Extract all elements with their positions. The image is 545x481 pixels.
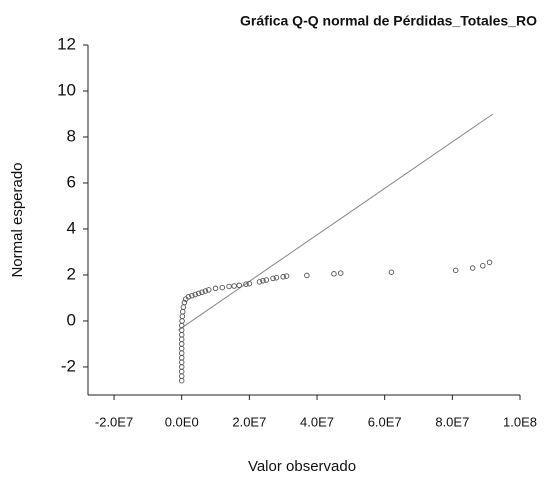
point [178,359,185,366]
point [256,279,263,285]
point [178,354,185,361]
point [452,267,459,274]
point [270,275,276,282]
point [178,327,185,333]
point [178,332,185,338]
point [231,283,237,289]
point [181,299,188,306]
point [178,377,185,384]
point [226,283,232,290]
x-tick-label: 6.0E7 [368,414,402,429]
point [185,294,192,300]
point [280,274,286,280]
point [243,281,249,287]
point [179,309,186,315]
point [273,274,280,281]
y-tick-label: 8 [67,126,76,145]
point [178,345,185,352]
point [178,336,185,343]
point [192,291,198,298]
point [283,273,290,279]
point [246,280,253,287]
point [486,259,493,266]
point [388,269,395,275]
point [206,287,212,293]
y-tick-label: 0 [67,310,76,329]
point [212,285,219,292]
y-tick-label: 10 [57,80,76,99]
point [178,373,185,379]
point [179,318,185,324]
x-tick-label: -2.0E7 [95,414,133,429]
reference-line [178,113,494,331]
point [304,272,310,279]
point [202,288,209,294]
x-tick-label: 0.0E0 [165,414,199,429]
point [179,313,186,320]
point [219,284,226,291]
x-tick-label: 8.0E7 [435,414,469,429]
y-tick-label: 4 [67,218,76,237]
x-tick-label: 4.0E7 [300,414,334,429]
y-axis-label: Normal esperado [9,162,26,277]
point [178,322,185,329]
y-tick-label: 12 [57,34,76,53]
point [469,265,476,271]
point [195,290,202,297]
point [480,263,486,269]
x-axis-label: Valor observado [248,458,356,475]
x-tick-label: 1.0E8 [503,414,537,429]
point [337,270,344,276]
point [189,292,195,299]
y-tick-label: 2 [67,264,76,283]
point [199,289,205,295]
point [260,277,266,284]
chart-title: Gráfica Q-Q normal de Pérdidas_Totales_R… [240,13,537,29]
point [331,271,337,277]
point [263,277,270,283]
point [178,364,185,370]
point [178,368,185,375]
point [178,341,185,347]
y-tick-label: -2 [61,356,76,375]
point [236,282,242,289]
point [178,350,185,356]
point [180,304,187,310]
y-tick-label: 6 [67,172,76,191]
x-tick-label: 2.0E7 [232,414,266,429]
